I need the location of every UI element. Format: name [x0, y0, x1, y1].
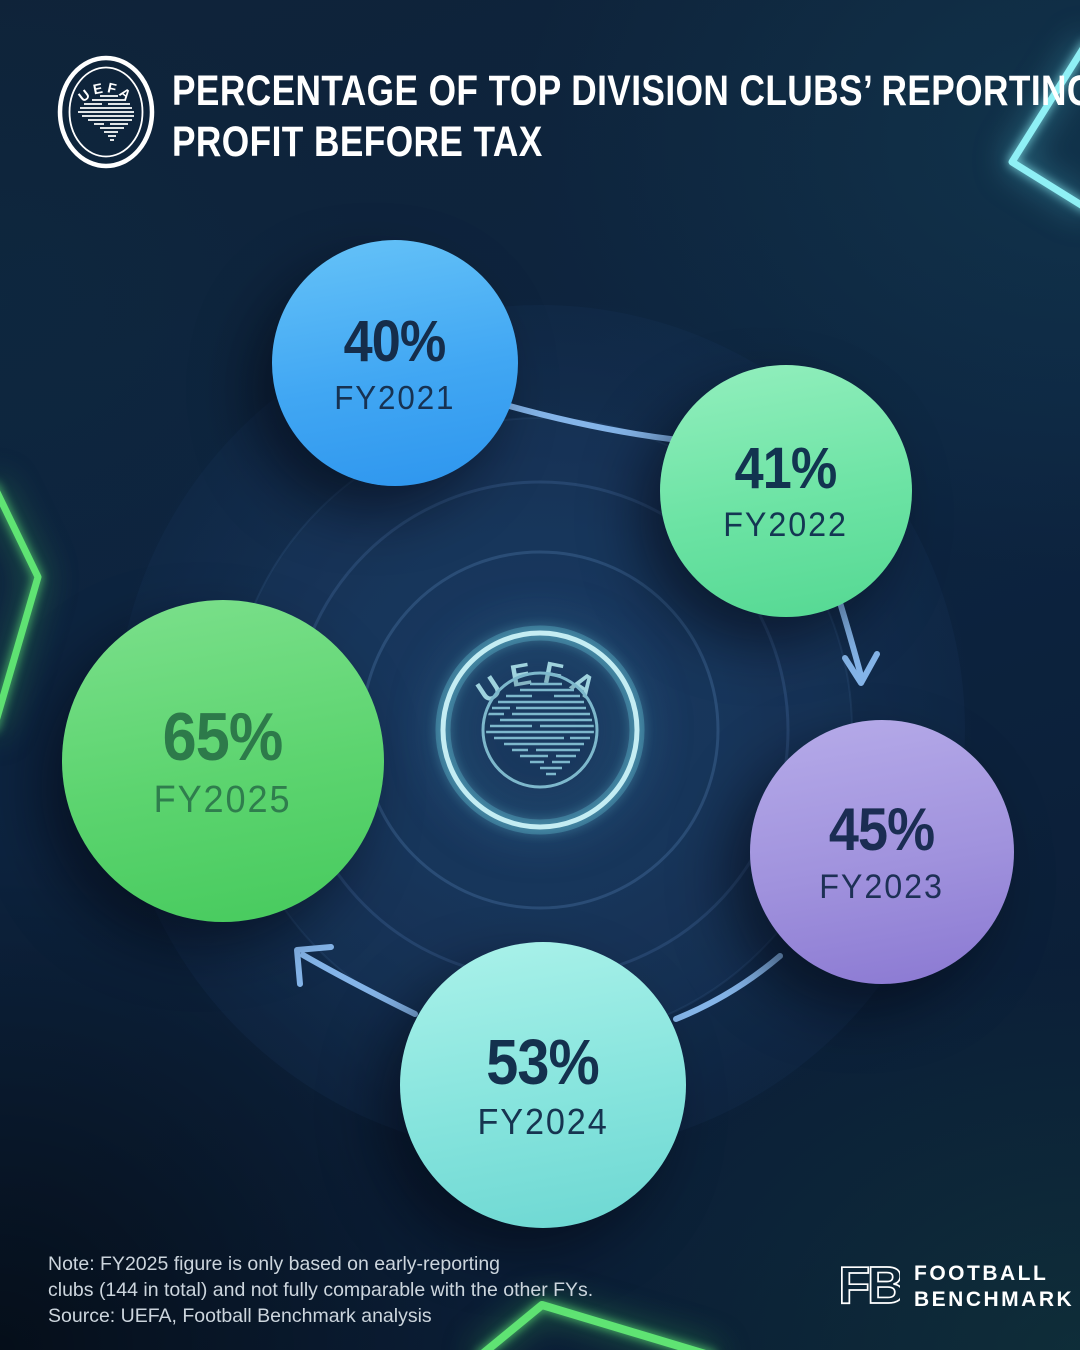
bubble-fy2025-label: FY2025 — [154, 779, 292, 821]
bubble-fy2025-value: 65% — [163, 699, 284, 775]
football-benchmark-brand: FB FOOTBALL BENCHMARK — [840, 1256, 1074, 1318]
page-title-line1: PERCENTAGE OF TOP DIVISION CLUBS’ REPORT… — [172, 67, 1080, 115]
neon-chevron-left-icon — [0, 490, 42, 720]
bubble-fy2023-value: 45% — [829, 796, 935, 863]
arrow-fy2024-to-fy2025 — [294, 944, 418, 1017]
cycle-arrows — [294, 401, 880, 1022]
footnote-source: Source: UEFA, Football Benchmark analysi… — [48, 1304, 432, 1327]
uefa-globe-icon — [486, 682, 594, 776]
footnote-line2: clubs (144 in total) and not fully compa… — [48, 1278, 594, 1301]
bubble-fy2021: 40% FY2021 — [272, 240, 518, 486]
uefa-logo-map — [78, 95, 134, 141]
football-benchmark-wordmark: FOOTBALL BENCHMARK — [914, 1261, 1074, 1314]
arrow-fy2022-to-fy2023 — [835, 593, 880, 686]
svg-text:UEFA: UEFA — [75, 79, 137, 105]
arrow-fy2023-to-fy2024 — [673, 953, 783, 1022]
bubble-fy2025: 65% FY2025 — [62, 600, 384, 922]
bubble-fy2024: 53% FY2024 — [400, 942, 686, 1228]
uefa-logo-text: UEFA — [75, 79, 133, 105]
bubble-fy2024-label: FY2024 — [477, 1101, 609, 1142]
footnote: Note: FY2025 figure is only based on ear… — [48, 1252, 593, 1330]
bubble-fy2022-label: FY2022 — [723, 506, 849, 544]
uefa-center-emblem: UEFA — [435, 625, 645, 835]
bubble-fy2022: 41% FY2022 — [660, 365, 912, 617]
uefa-logo-icon: UEFA — [57, 55, 155, 169]
bubble-fy2023: 45% FY2023 — [750, 720, 1014, 984]
brand-line2: BENCHMARK — [914, 1288, 1075, 1311]
bubble-fy2021-label: FY2021 — [334, 378, 456, 416]
football-benchmark-logo-icon: FB — [840, 1256, 900, 1316]
fb-monogram: FB — [840, 1257, 900, 1315]
bubble-fy2023-label: FY2023 — [819, 868, 945, 906]
neon-chevron-bottom-icon — [480, 1301, 706, 1350]
brand-line1: FOOTBALL — [914, 1261, 1049, 1285]
bubble-fy2024-value: 53% — [486, 1026, 600, 1098]
bubble-fy2022-value: 41% — [735, 436, 838, 501]
neon-chevron-top-right-icon — [1008, 46, 1080, 209]
arrow-fy2021-to-fy2022 — [499, 401, 681, 443]
bubble-fy2021-value: 40% — [344, 308, 447, 374]
footnote-line1: Note: FY2025 figure is only based on ear… — [48, 1253, 501, 1275]
page-title: PERCENTAGE OF TOP DIVISION CLUBS’ REPORT… — [172, 66, 1080, 167]
page-title-line2: PROFIT BEFORE TAX — [172, 117, 543, 166]
